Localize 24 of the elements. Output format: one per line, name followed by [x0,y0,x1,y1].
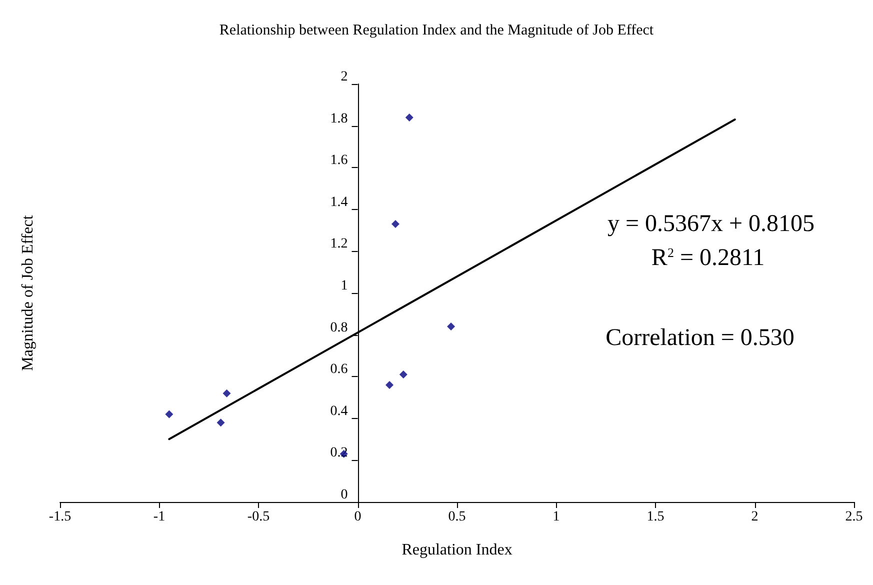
y-tick-label: 0.4 [330,404,348,419]
annotation: Correlation = 0.530 [606,325,794,351]
x-tick-label: -0.5 [247,510,270,524]
y-tick-label: 0.8 [330,320,348,336]
y-tick-label: 0.6 [330,362,348,378]
x-tick-label: 1 [552,510,560,524]
y-tick-label: 1.6 [330,153,348,168]
x-tick-label: 2 [751,510,758,524]
x-tick-label: 0 [354,510,362,524]
x-tick-label: -1.5 [48,510,72,524]
y-axis-title: Magnitude of Job Effect [19,214,36,371]
y-tick-label: 1 [340,278,348,294]
chart-title: Relationship between Regulation Index and the Magnitude of Job Effect [219,22,654,38]
y-tick-label: 1.2 [330,236,348,252]
y-tick-label: 0 [340,488,348,502]
y-tick-label: 2 [340,70,348,84]
x-axis-title: Regulation Index [402,542,512,558]
annotation: y = 0.5367x + 0.8105 [607,211,815,237]
y-tick-label: 1.4 [330,194,348,210]
y-tick-label: 1.8 [330,111,348,126]
x-tick-label: -1 [153,510,166,524]
x-tick-label: 1.5 [646,510,664,524]
x-tick-label: 0.5 [448,510,466,524]
x-tick-label: 2.5 [845,510,863,524]
